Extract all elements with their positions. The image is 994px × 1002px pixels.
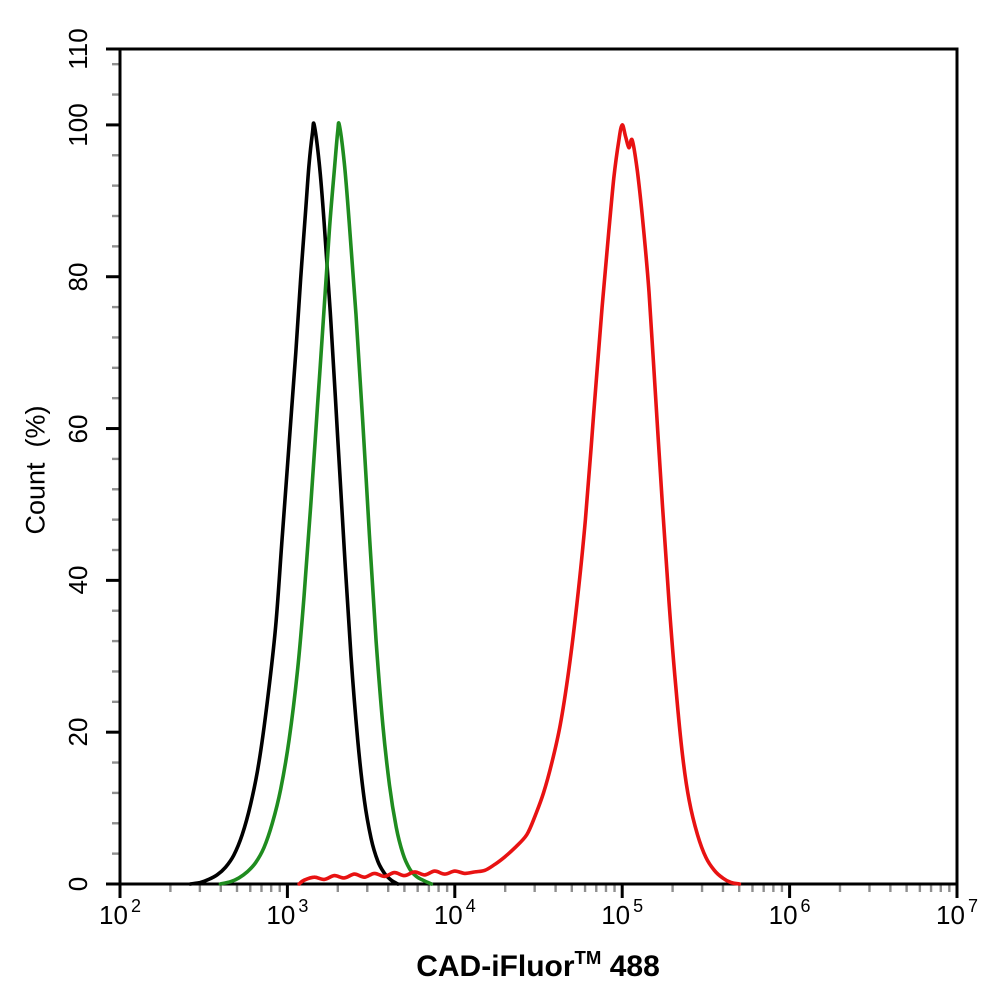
- x-axis-title-suffix: 488: [601, 950, 660, 983]
- y-tick-label-20: 20: [63, 717, 93, 747]
- y-tick-label-100: 100: [63, 103, 93, 147]
- y-tick-label-110: 110: [63, 28, 93, 70]
- x-tick-label-10e7: 10 7: [936, 896, 978, 930]
- x-tick-label-10e4: 10 4: [433, 896, 476, 930]
- x-tick-label-10e3: 10 3: [266, 896, 309, 930]
- x-tick-label-10e6: 10 6: [768, 896, 811, 930]
- y-tick-label-40: 40: [63, 565, 93, 595]
- x-axis-title: CAD-iFluorTM 488: [416, 947, 660, 983]
- x-tick-label-10e2: 10 2: [99, 896, 141, 930]
- black-curve: [188, 121, 400, 886]
- green-curve: [218, 121, 434, 886]
- trademark-superscript: TM: [574, 947, 602, 968]
- y-axis-title: Count (%): [20, 405, 51, 535]
- red-curve: [297, 123, 742, 886]
- y-tick-label-0: 0: [63, 876, 93, 892]
- plot-frame: [118, 47, 959, 886]
- y-tick-label-80: 80: [63, 262, 93, 292]
- y-tick-label-60: 60: [63, 414, 93, 443]
- x-tick-label-10e5: 10 5: [601, 896, 644, 930]
- x-axis-title-text: CAD-iFluor: [416, 950, 575, 983]
